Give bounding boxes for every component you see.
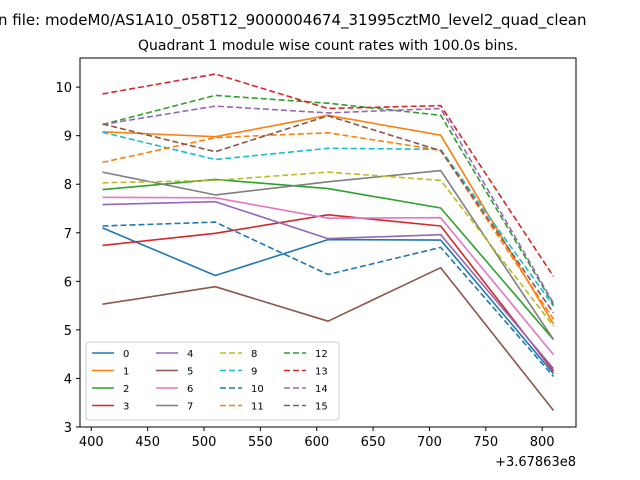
legend-label-7: 7: [187, 402, 193, 413]
series-line-8: [102, 171, 555, 327]
y-tick-label: 8: [64, 178, 72, 193]
y-tick-label: 3: [64, 421, 72, 436]
series-line-10: [102, 221, 555, 378]
series-line-7: [102, 169, 555, 341]
legend-label-10: 10: [251, 384, 264, 395]
x-tick-label: 600: [304, 435, 329, 450]
chart-title: Quadrant 1 module wise count rates with …: [138, 38, 518, 54]
legend-label-15: 15: [315, 402, 328, 413]
x-tick-label: 500: [192, 435, 217, 450]
x-axis-offset-label: +3.67863e8: [495, 455, 576, 470]
series-line-6: [102, 196, 555, 356]
x-axis: 400 450 500 550 600 650 700 750 800: [79, 427, 555, 450]
series-line-13: [102, 73, 555, 277]
legend-label-4: 4: [187, 349, 193, 360]
y-axis: 3 4 5 6 7 8 9 10: [55, 81, 80, 436]
legend-label-14: 14: [315, 384, 328, 395]
legend-label-8: 8: [251, 349, 257, 360]
x-tick-label: 400: [79, 435, 104, 450]
x-tick-label: 450: [135, 435, 160, 450]
legend-label-5: 5: [187, 367, 193, 378]
series-line-9: [102, 131, 555, 307]
series-line-3: [102, 214, 555, 372]
legend-label-13: 13: [315, 367, 328, 378]
y-tick-label: 7: [64, 227, 72, 242]
legend-label-12: 12: [315, 349, 328, 360]
x-tick-label: 700: [417, 435, 442, 450]
legend-label-1: 1: [123, 367, 129, 378]
series-line-11: [102, 132, 555, 320]
legend-box: [85, 341, 340, 421]
legend-label-9: 9: [251, 367, 257, 378]
y-tick-label: 9: [64, 130, 72, 145]
series-line-12: [102, 94, 555, 306]
legend-label-3: 3: [123, 402, 129, 413]
plot-lines: [102, 73, 555, 411]
legend-label-2: 2: [123, 384, 129, 395]
x-tick-label: 750: [473, 435, 498, 450]
series-line-14: [102, 105, 555, 304]
series-line-5: [102, 266, 555, 411]
y-tick-label: 4: [64, 372, 72, 387]
x-tick-label: 650: [361, 435, 386, 450]
legend-label-6: 6: [187, 384, 193, 395]
series-line-2: [102, 178, 555, 341]
x-tick-label: 550: [248, 435, 273, 450]
series-line-4: [102, 200, 555, 370]
axes-frame: [79, 57, 577, 428]
legend-label-11: 11: [251, 402, 264, 413]
y-tick-label: 10: [55, 81, 72, 96]
series-line-0: [102, 227, 555, 375]
y-tick-label: 5: [64, 324, 72, 339]
legend-label-0: 0: [123, 349, 129, 360]
x-tick-label: 800: [530, 435, 555, 450]
series-line-15: [102, 115, 555, 314]
y-tick-label: 6: [64, 275, 72, 290]
figure-suptitle: n file: modeM0/AS1A10_058T12_9000004674_…: [0, 11, 587, 30]
